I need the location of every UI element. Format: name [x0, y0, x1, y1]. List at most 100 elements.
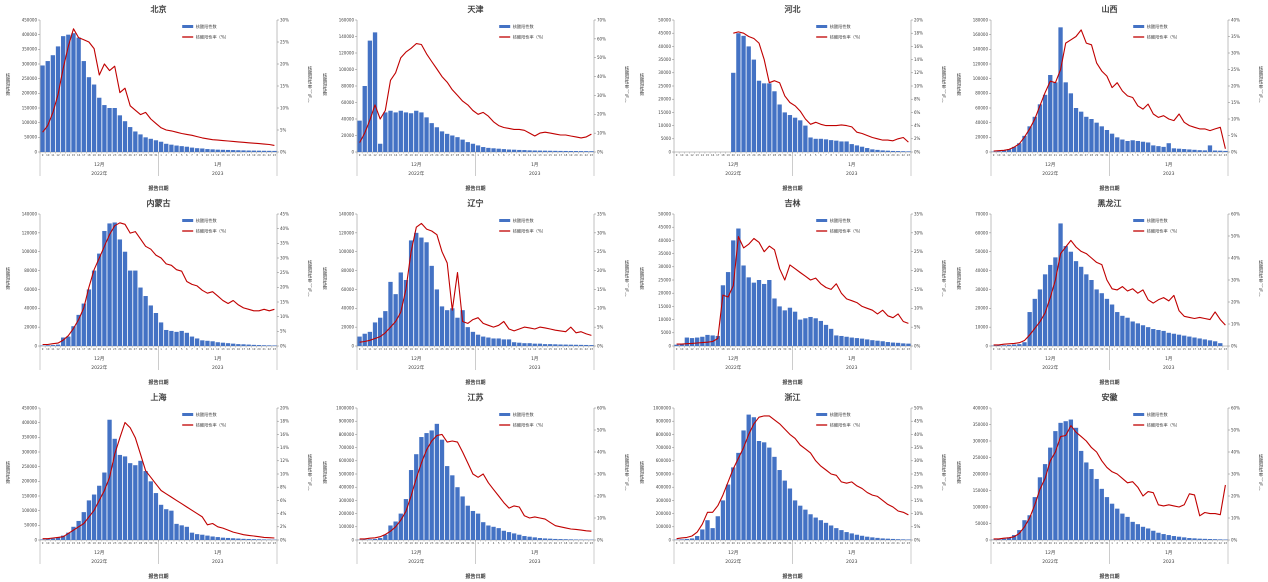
tick-label: 35000 [658, 57, 671, 62]
month-label: 12月 [1045, 550, 1055, 556]
tick-label: 50% [597, 55, 606, 60]
tick-label: 20 [98, 541, 102, 545]
bar [1135, 323, 1141, 346]
tick-label: 50% [597, 427, 606, 432]
tick-label: 20 [257, 153, 261, 157]
tick-label: 11 [51, 541, 55, 545]
tick-label: 18% [280, 419, 289, 424]
tick-label: 0 [668, 343, 671, 348]
bar [1109, 503, 1115, 540]
tick-label: 4 [176, 347, 178, 351]
bar [1161, 534, 1166, 540]
bar [267, 150, 272, 152]
bar [1048, 264, 1053, 346]
tick-label: 23 [1224, 153, 1228, 157]
tick-label: 11 [51, 153, 55, 157]
bar [393, 112, 398, 152]
tick-label: 12 [56, 541, 60, 545]
tick-label: 9 [518, 541, 520, 545]
bar [705, 334, 710, 346]
bar [777, 306, 782, 346]
tick-label: 22 [742, 541, 746, 545]
left-axis-title: 核酸阳性数 [6, 266, 11, 291]
tick-label: 27 [768, 153, 772, 157]
bar [875, 340, 880, 346]
tick-label: 2 [799, 347, 801, 351]
tick-label: 26 [129, 347, 133, 351]
tick-label: 40000 [975, 268, 988, 273]
tick-label: 12 [373, 541, 377, 545]
bar [501, 149, 507, 152]
bar [66, 532, 71, 540]
tick-label: 29 [144, 347, 148, 351]
bar [1058, 27, 1063, 152]
tick-label: 0 [985, 343, 988, 348]
bar [215, 537, 220, 540]
bar [1161, 330, 1166, 346]
tick-label: 30% [914, 458, 923, 463]
tick-label: 14 [860, 541, 864, 545]
tick-label: 24 [1069, 153, 1073, 157]
tick-label: 16% [280, 432, 289, 437]
bar [517, 342, 522, 346]
tick-label: 10 [206, 541, 210, 545]
tick-label: 11 [1002, 153, 1006, 157]
tick-label: 11 [368, 347, 372, 351]
tick-label: 5% [280, 329, 287, 334]
tick-label: 28 [1090, 541, 1094, 545]
x-axis-title: 报告日期 [1099, 185, 1119, 192]
tick-label: 10 [840, 541, 844, 545]
tick-label: 12 [373, 153, 377, 157]
bar [138, 287, 143, 346]
chart-hebei: 河北05000100001500020000250003000035000400… [640, 4, 947, 192]
tick-label: 40000 [341, 116, 354, 121]
right-axis: 0%5%10%15%20%25%30%35%40% [1228, 17, 1240, 154]
tick-label: 21 [1213, 541, 1217, 545]
bar [1197, 338, 1202, 346]
tick-label: 350000 [22, 435, 38, 440]
bar [357, 336, 362, 346]
bar [849, 144, 854, 152]
bar [792, 117, 798, 152]
tick-label: 6 [820, 153, 822, 157]
bar [194, 148, 200, 152]
month-label: 1月 [531, 550, 538, 556]
bar [553, 344, 558, 346]
x-axis: 9 10 11 12 13 14 15 16 17 18 19 20 21 22 23 24 25 26 27 28 2… [356, 346, 595, 371]
tick-label: 10 [523, 541, 527, 545]
tick-label: 13 [1172, 153, 1176, 157]
tick-label: 17 [1193, 541, 1197, 545]
bar [537, 538, 543, 540]
bar [383, 112, 388, 152]
tick-label: 800000 [339, 432, 355, 437]
bar [818, 320, 824, 346]
tick-label: 7 [1142, 541, 1144, 545]
legend-label: 核酸阳性率（%） [196, 34, 229, 41]
tick-label: 19 [1203, 347, 1207, 351]
tick-label: 100000 [973, 504, 989, 509]
axes [39, 408, 278, 541]
tick-label: 30% [280, 17, 289, 22]
axes [990, 20, 1229, 153]
tick-label: 14 [543, 153, 547, 157]
bar [1094, 289, 1099, 346]
tick-label: 100000 [22, 249, 38, 254]
rate-line [359, 222, 592, 343]
chart-title: 黑龙江 [1098, 198, 1122, 208]
tick-label: 12 [1167, 153, 1171, 157]
legend-label: 核酸阳性率（%） [830, 228, 863, 235]
bar [107, 419, 112, 540]
tick-label: 28 [773, 541, 777, 545]
tick-label: 16 [77, 153, 81, 157]
bar [97, 253, 102, 346]
bars-series [731, 33, 911, 153]
tick-label: 31 [788, 347, 792, 351]
tick-label: 30% [280, 255, 289, 260]
bar [751, 417, 757, 540]
tick-label: 20 [891, 153, 895, 157]
x-axis-title: 报告日期 [1099, 379, 1119, 386]
tick-label: 23 [1064, 541, 1068, 545]
tick-label: 900000 [339, 419, 355, 424]
tick-label: 19 [92, 153, 96, 157]
